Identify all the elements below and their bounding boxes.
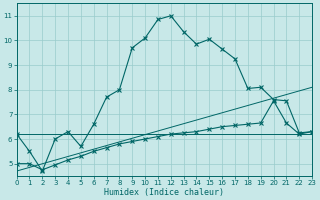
X-axis label: Humidex (Indice chaleur): Humidex (Indice chaleur) bbox=[104, 188, 224, 197]
